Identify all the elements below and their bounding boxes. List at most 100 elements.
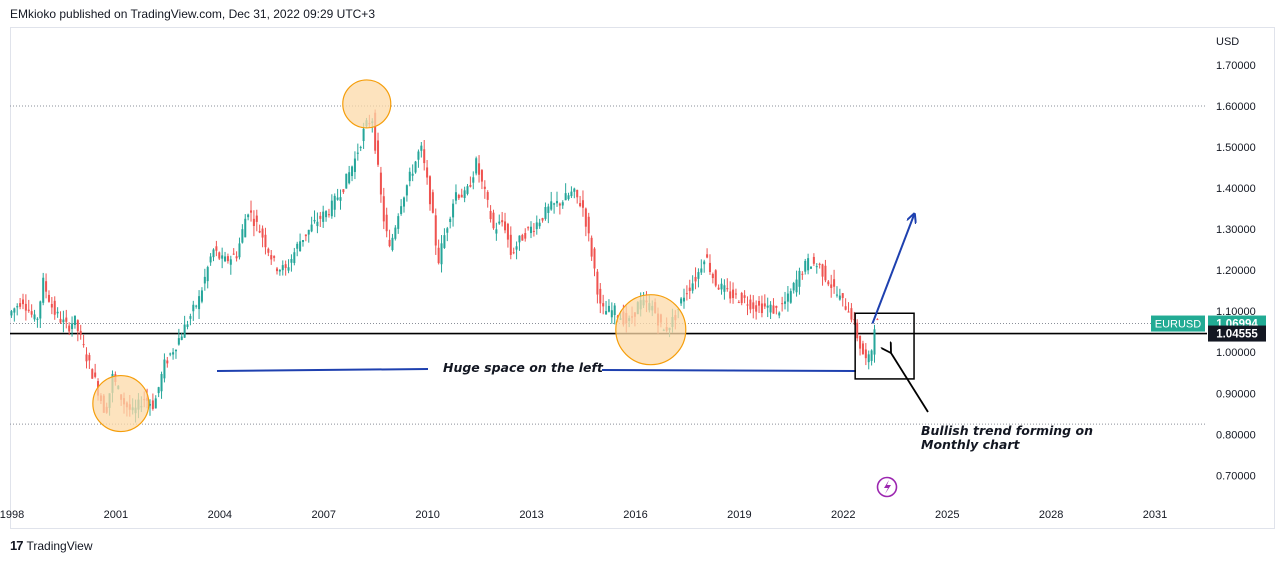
candle-body xyxy=(417,151,420,160)
candle-body xyxy=(247,214,250,218)
candle-body xyxy=(784,301,787,304)
x-tick-label: 2028 xyxy=(1039,509,1063,521)
candle-body xyxy=(224,256,227,262)
candle-body xyxy=(443,235,446,248)
candle-body xyxy=(414,161,417,173)
candle-body xyxy=(62,319,65,323)
candle-body xyxy=(847,311,850,313)
candle-body xyxy=(579,203,582,207)
tradingview-logo-icon[interactable]: 17 xyxy=(10,538,24,553)
y-tick-label: 0.70000 xyxy=(1216,470,1256,482)
candle-body xyxy=(454,192,457,201)
candle-body xyxy=(428,176,431,205)
candle-body xyxy=(504,221,507,231)
candle-body xyxy=(714,270,717,286)
candle-body xyxy=(561,202,564,206)
candle-body xyxy=(587,216,590,234)
candle-body xyxy=(593,248,596,269)
candle-body xyxy=(426,167,429,178)
candle-body xyxy=(351,166,354,177)
y-tick-label: 1.30000 xyxy=(1216,224,1256,236)
candle-body xyxy=(489,211,492,220)
y-tick-label: 1.70000 xyxy=(1216,60,1256,72)
candle-body xyxy=(397,216,400,229)
candle-body xyxy=(452,203,455,218)
candle-body xyxy=(567,195,570,200)
candle-body xyxy=(408,171,411,182)
currency-label: USD xyxy=(1216,36,1239,48)
candle-body xyxy=(232,253,235,255)
candle-body xyxy=(541,218,544,221)
candle-body xyxy=(423,149,426,164)
candle-body xyxy=(189,316,192,319)
x-tick-label: 2031 xyxy=(1143,509,1167,521)
candle-body xyxy=(342,189,345,193)
candle-body xyxy=(466,186,469,194)
bullish-annotation-line1: Bullish trend forming on xyxy=(921,423,1093,438)
candle-body xyxy=(281,265,284,271)
candle-body xyxy=(856,322,859,339)
candle-body xyxy=(760,303,763,314)
candle-body xyxy=(610,310,613,318)
lightning-icon[interactable] xyxy=(876,476,898,498)
candle-body xyxy=(148,404,152,406)
candle-body xyxy=(706,254,709,258)
candle-body xyxy=(807,258,810,271)
candle-body xyxy=(362,128,365,142)
candle-body xyxy=(336,197,339,200)
candle-body xyxy=(804,260,807,272)
candle-body xyxy=(737,302,740,304)
candle-body xyxy=(379,172,382,195)
candle-body xyxy=(252,218,255,226)
candle-body xyxy=(691,283,694,291)
candle-body xyxy=(512,252,515,254)
candle-body xyxy=(859,335,862,349)
candle-body xyxy=(33,314,36,320)
candle-body xyxy=(602,303,605,307)
candle-body xyxy=(226,256,229,262)
candle-body xyxy=(749,299,752,310)
candle-body xyxy=(694,276,697,282)
candle-body xyxy=(555,201,558,204)
candle-body xyxy=(801,273,804,275)
candle-body xyxy=(296,243,299,249)
candle-body xyxy=(316,221,319,227)
candle-body xyxy=(166,360,169,364)
candle-body xyxy=(238,243,241,258)
annotation-pointer-arrow xyxy=(891,353,929,413)
candle-body xyxy=(85,354,88,362)
candle-body xyxy=(729,291,732,299)
candle-body xyxy=(186,324,189,327)
candle-body xyxy=(434,215,437,246)
candle-body xyxy=(449,218,452,223)
candle-body xyxy=(463,190,466,199)
x-tick-label: 2019 xyxy=(727,509,751,521)
candle-body xyxy=(518,235,521,243)
candle-body xyxy=(613,305,616,316)
candle-body xyxy=(824,265,827,281)
candle-body xyxy=(440,243,443,265)
brand-name[interactable]: TradingView xyxy=(26,538,93,553)
candle-body xyxy=(50,304,53,308)
candle-body xyxy=(469,184,472,187)
y-tick-label: 0.80000 xyxy=(1216,429,1256,441)
highlight-circle[interactable] xyxy=(615,294,687,366)
highlight-circle[interactable] xyxy=(92,374,150,433)
candle-body xyxy=(457,194,460,199)
x-tick-label: 2025 xyxy=(935,509,959,521)
symbol-label: EURUSD xyxy=(1155,319,1202,331)
candle-body xyxy=(203,276,206,284)
candle-body xyxy=(169,353,172,355)
candle-body xyxy=(229,259,232,265)
candle-body xyxy=(472,177,475,183)
candle-body xyxy=(333,195,336,210)
candle-body xyxy=(769,304,772,313)
highlight-circle[interactable] xyxy=(342,79,392,129)
candle-body xyxy=(209,256,212,263)
candle-body xyxy=(307,229,310,235)
candle-body xyxy=(65,317,68,322)
candle-body xyxy=(607,305,610,312)
candle-body xyxy=(327,214,330,216)
candle-body xyxy=(821,264,824,277)
